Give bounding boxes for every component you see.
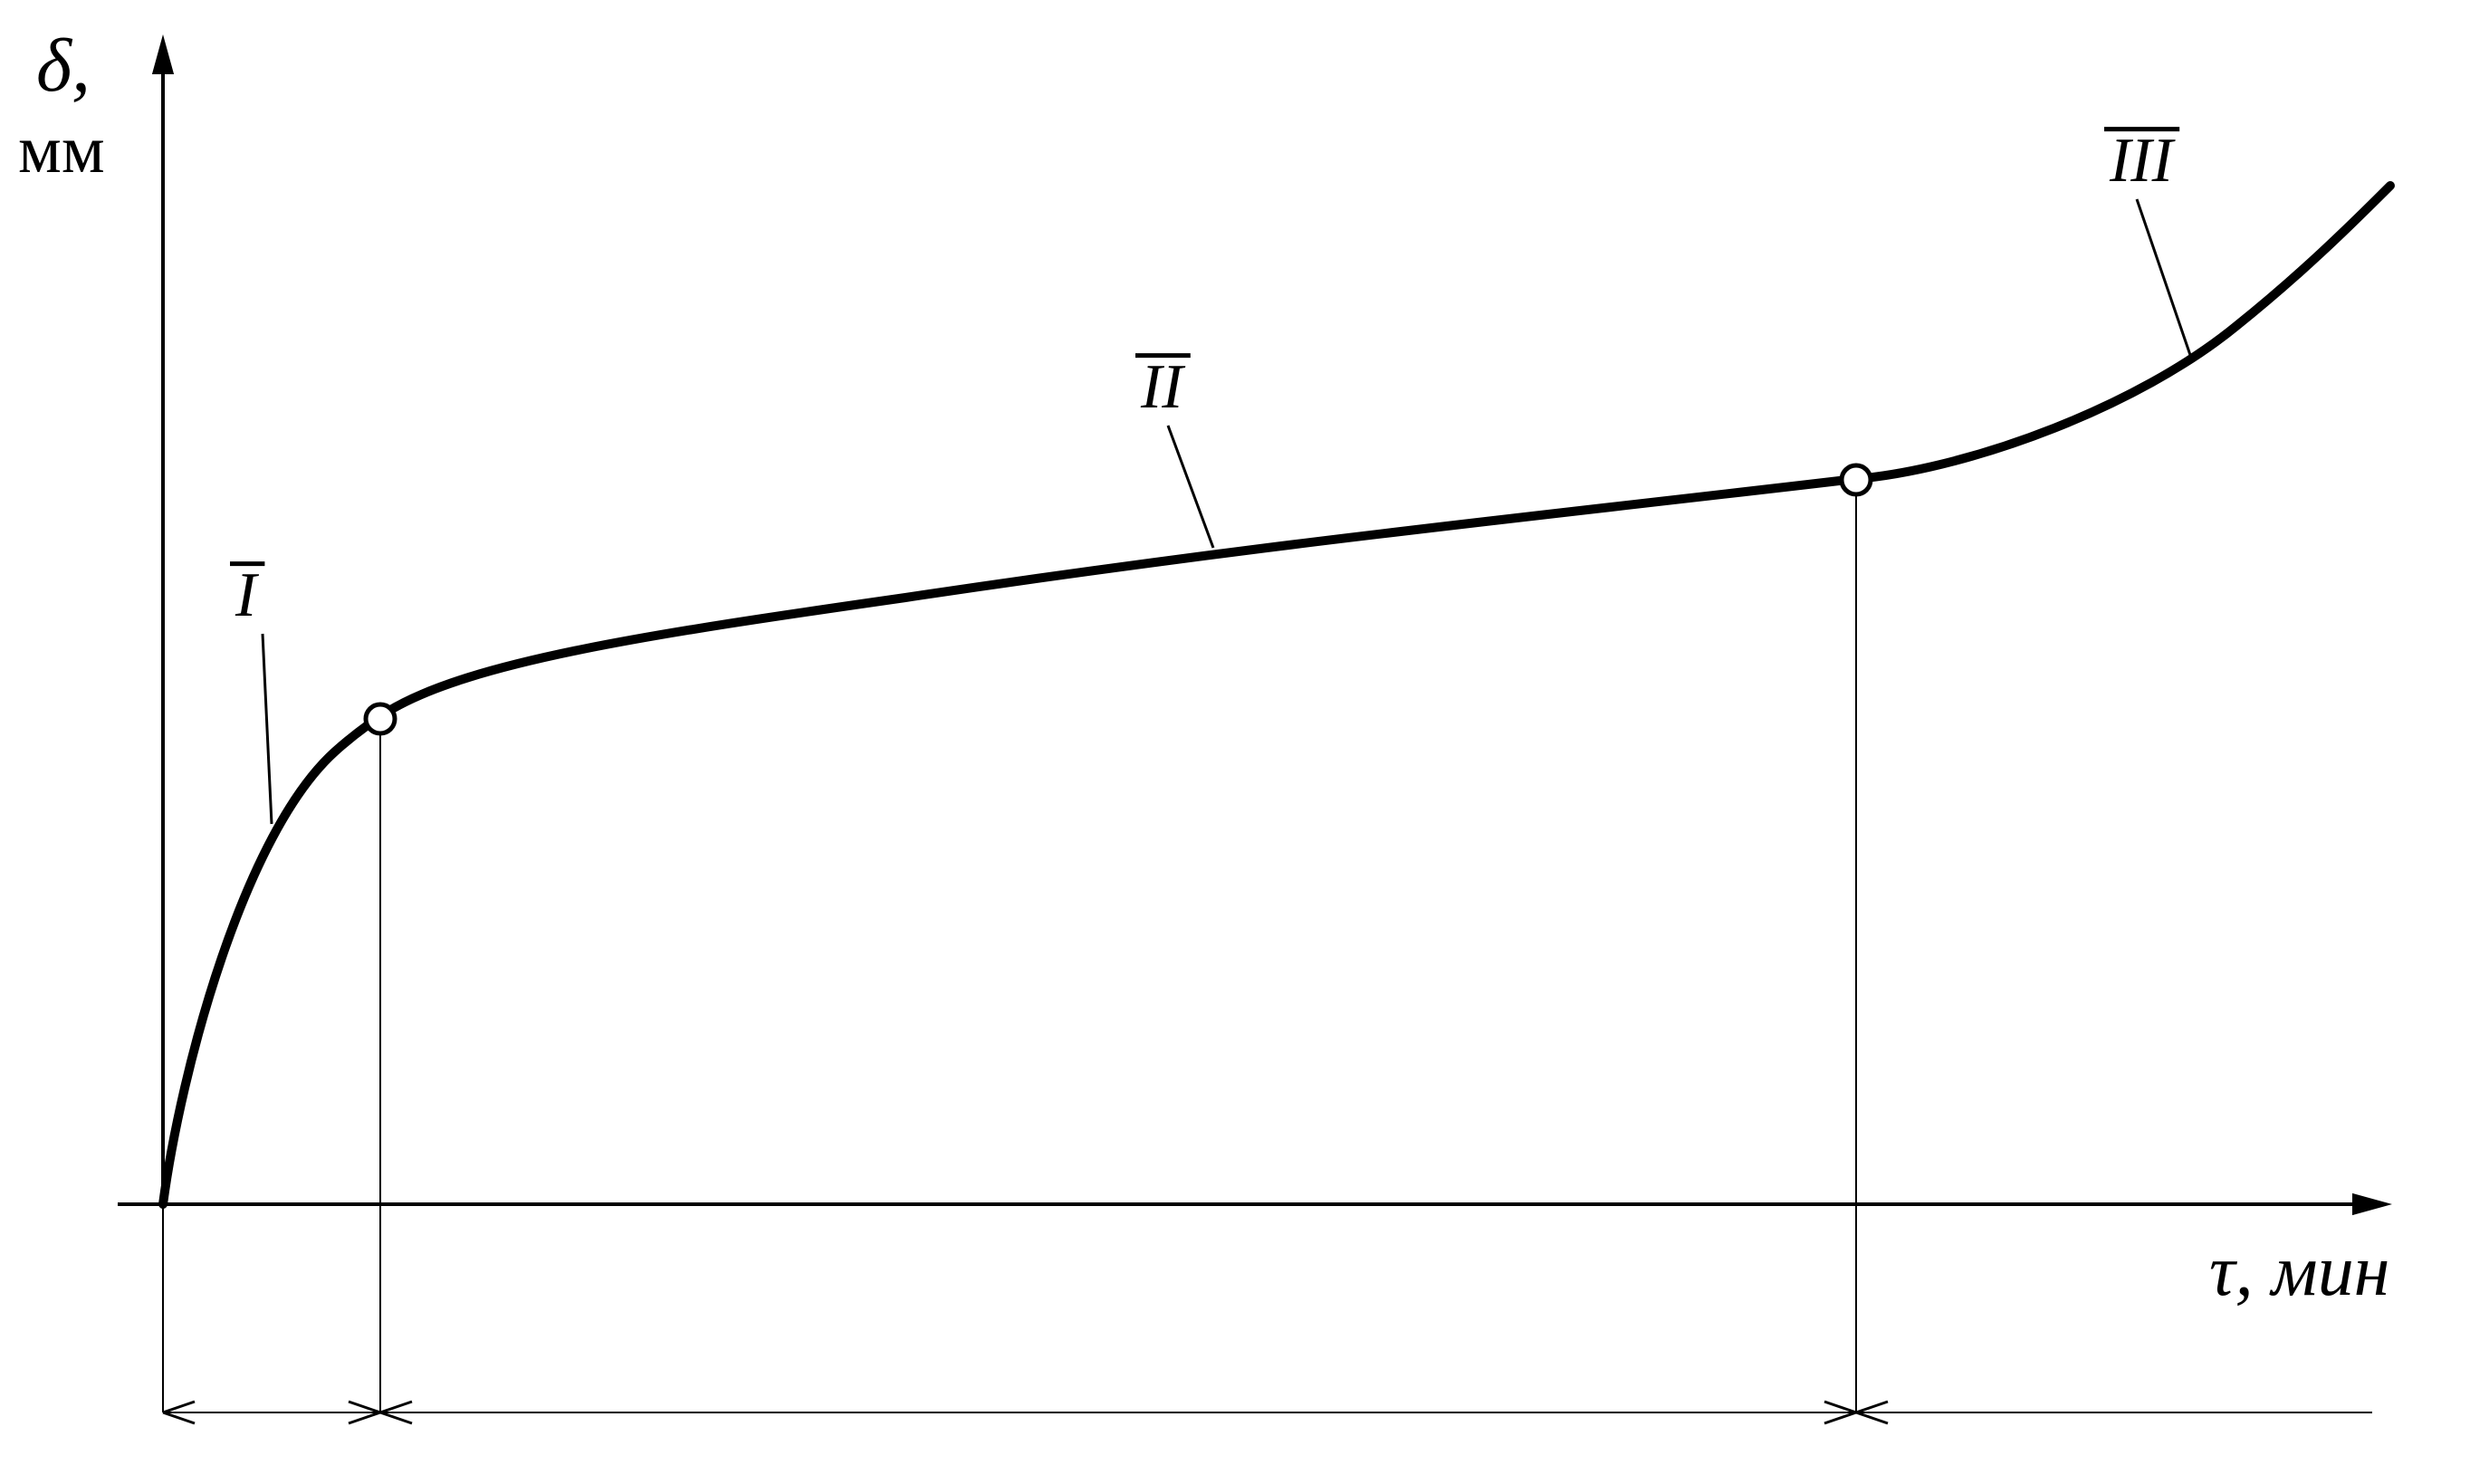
region-label-2: II (1140, 352, 1186, 422)
region-label-1: I (235, 560, 260, 630)
creep-curve-diagram: δ,ммτ, минIIIIII (0, 0, 2489, 1484)
transition-marker-2 (1842, 465, 1871, 494)
x-axis-label: τ, мин (2209, 1231, 2389, 1311)
transition-marker-1 (366, 704, 395, 733)
y-axis-label: δ, (36, 24, 91, 108)
region-label-3: III (2109, 126, 2177, 196)
y-axis-unit: мм (18, 112, 105, 187)
